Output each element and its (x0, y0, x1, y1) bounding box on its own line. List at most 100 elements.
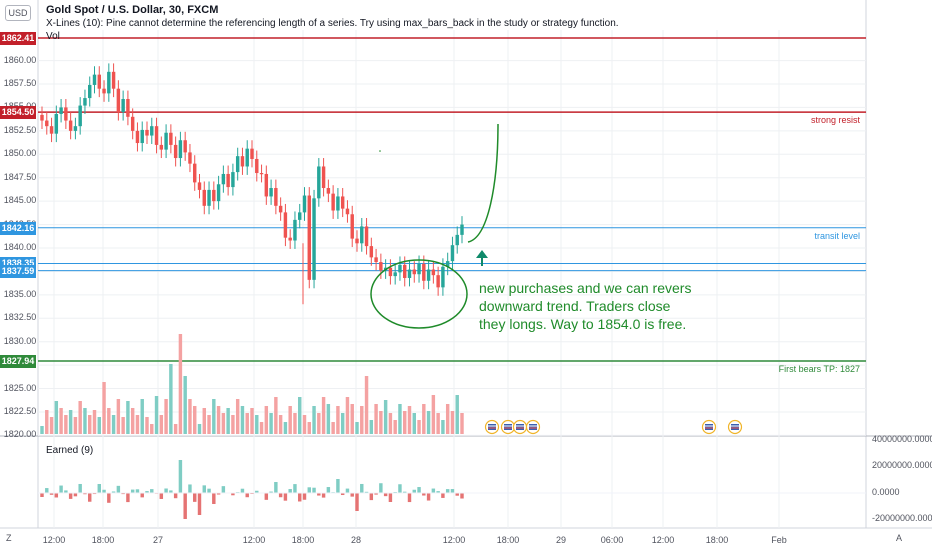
volume-bar (331, 422, 335, 434)
economic-event-flag-icon[interactable] (512, 419, 528, 435)
economic-event-flag-icon[interactable] (500, 419, 516, 435)
earned-bar (302, 493, 307, 500)
volume-bar (345, 397, 350, 434)
candle-body (445, 261, 450, 267)
volume-bar (154, 396, 159, 434)
price-tick-label: 1852.50 (3, 124, 37, 135)
volume-bar (216, 406, 221, 434)
currency-button[interactable]: USD (5, 5, 31, 21)
earned-bar (121, 493, 125, 495)
candle-body (111, 71, 116, 89)
economic-event-flag-icon[interactable] (525, 419, 541, 435)
candle-body (235, 156, 240, 173)
volume-bar (107, 408, 111, 434)
volume-bar (150, 424, 154, 434)
earned-bar (88, 493, 92, 502)
volume-bar (431, 395, 436, 434)
volume-bar (178, 334, 183, 434)
price-tick-label: 1860.00 (3, 54, 37, 65)
earned-bar (212, 493, 216, 504)
earned-bar (159, 493, 164, 499)
volume-bar (212, 399, 216, 434)
level-price-badge: 1862.41 (0, 32, 36, 45)
candle-body (283, 212, 288, 238)
volume-bar (312, 406, 316, 434)
candle-body (68, 120, 73, 131)
time-tick-label: 28 (350, 535, 362, 545)
volume-bar (207, 415, 211, 434)
volume-bar (379, 411, 383, 434)
auto-scale-button[interactable]: A (896, 533, 903, 543)
earned-bar (245, 493, 249, 498)
candle-body (188, 152, 192, 164)
earned-bar (445, 489, 450, 493)
volume-bar (374, 404, 378, 434)
candle-body (350, 214, 354, 239)
candle-body (164, 132, 168, 150)
earned-bar (107, 493, 111, 503)
candle-body (307, 195, 311, 280)
candle-body (240, 156, 245, 167)
volume-bar (183, 376, 187, 434)
volume-bar (78, 401, 82, 434)
earned-bar (398, 484, 402, 493)
consolidation-circle[interactable] (370, 259, 468, 329)
earned-bar (364, 491, 369, 493)
volume-bar (97, 417, 101, 434)
volume-bar (360, 406, 364, 434)
volume-bar (269, 413, 273, 434)
volume-bar (388, 413, 393, 434)
earned-bar (178, 460, 183, 493)
candle-body (92, 74, 97, 85)
volume-bar (417, 420, 421, 434)
volume-label[interactable]: Vol (46, 31, 60, 42)
time-tick-label: 18:00 (91, 535, 115, 545)
candle-body (130, 116, 135, 131)
candle-body (379, 262, 383, 271)
earned-bar (288, 489, 292, 493)
price-tick-label: 1830.00 (3, 335, 37, 346)
volume-bar (255, 415, 259, 434)
economic-event-flag-icon[interactable] (484, 419, 500, 435)
earned-bar (164, 488, 168, 493)
symbol-title[interactable]: Gold Spot / U.S. Dollar, 30, FXCM (46, 4, 219, 16)
volume-bar (350, 404, 354, 434)
projection-curve[interactable] (467, 123, 499, 243)
earned-bar (340, 493, 345, 496)
economic-event-flag-icon[interactable] (701, 419, 717, 435)
candle-body (441, 266, 445, 288)
price-tick-label: 1820.00 (3, 429, 37, 440)
earned-bar (150, 489, 154, 493)
candle-body (169, 132, 173, 145)
volume-bar (83, 408, 87, 434)
earned-bar (379, 483, 383, 493)
price-tick-label: 1832.50 (3, 312, 37, 323)
earned-bar (255, 490, 259, 493)
candles (40, 63, 464, 296)
candle-body (331, 193, 335, 211)
candle-body (269, 188, 273, 197)
candle-body (159, 144, 164, 150)
earned-bar (169, 490, 173, 493)
candle-body (317, 166, 321, 199)
level-price-badge: 1842.16 (0, 221, 36, 235)
earned-bar (460, 493, 464, 499)
earned-bar (293, 484, 297, 493)
earned-bar (278, 493, 283, 498)
earned-bar (102, 489, 106, 493)
volume-bar (126, 401, 130, 434)
earned-indicator-title[interactable]: Earned (9) (46, 445, 94, 456)
time-tick-label: 27 (152, 535, 164, 545)
zoom-button[interactable]: Z (6, 533, 12, 543)
annotation-line-2: downward trend. Traders close (479, 298, 671, 314)
volume-bar (92, 410, 97, 434)
earned-bar (417, 487, 421, 493)
candle-body (455, 234, 459, 246)
volume-bar (283, 422, 288, 434)
candle-body (460, 224, 464, 235)
time-tick-label: 18:00 (705, 535, 729, 545)
candle-body (145, 129, 149, 136)
economic-event-flag-icon[interactable] (727, 419, 743, 435)
